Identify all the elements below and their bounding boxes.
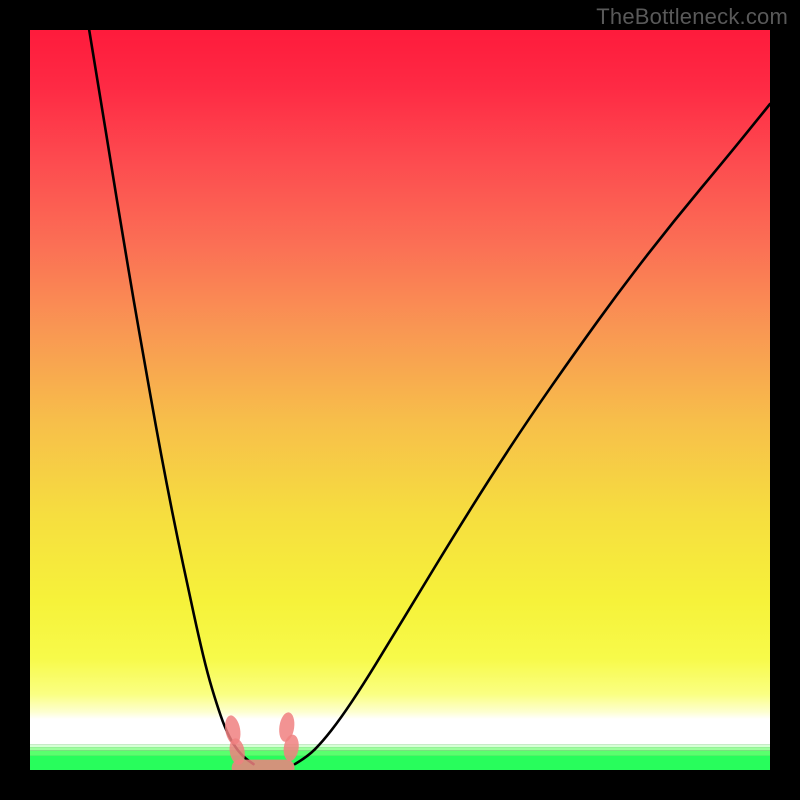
plot-frame — [30, 30, 770, 770]
watermark-text: TheBottleneck.com — [596, 4, 788, 30]
gradient-background — [30, 30, 770, 770]
